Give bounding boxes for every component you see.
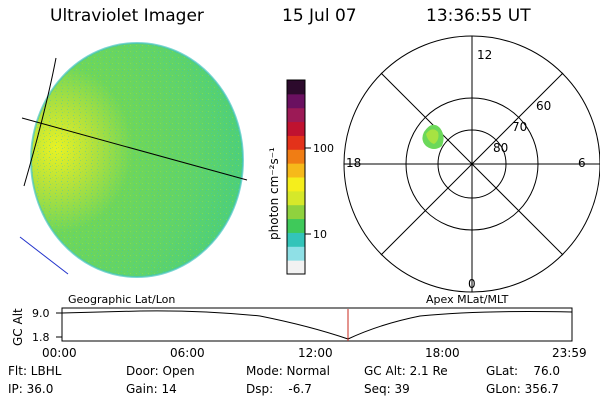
mlt-label-6: 6 xyxy=(578,156,586,170)
mlt-label-12: 12 xyxy=(477,48,492,62)
info-dsp: Dsp: -6.7 xyxy=(246,382,312,396)
timeline-xtick-12: 12:00 xyxy=(298,346,333,360)
app-title: Ultraviolet Imager xyxy=(50,6,204,26)
info-glon: GLon: 356.7 xyxy=(486,382,559,396)
info-gain: Gain: 14 xyxy=(126,382,177,396)
time-label: 13:36:55 UT xyxy=(426,6,531,26)
polar-plot xyxy=(343,35,600,293)
colorbar-tick-10: 10 xyxy=(313,228,327,241)
lat-label-70: 70 xyxy=(512,120,527,134)
colorbar-segment xyxy=(287,218,305,233)
left-panel-caption: Geographic Lat/Lon xyxy=(68,293,175,306)
colorbar-segment xyxy=(287,190,305,206)
polar-aurora-patch xyxy=(422,124,444,149)
mlt-label-0: 0 xyxy=(468,277,476,291)
colorbar-segment xyxy=(287,177,305,192)
altitude-timeline xyxy=(56,307,573,342)
colorbar-segment xyxy=(287,107,305,123)
colorbar-segment xyxy=(287,149,305,164)
timeline-ylabel: GC Alt xyxy=(11,308,25,346)
timeline-ytick-9: 9.0 xyxy=(32,307,50,320)
colorbar-label: photon cm⁻²s⁻¹ xyxy=(267,147,281,240)
date-label: 15 Jul 07 xyxy=(282,6,357,26)
info-mode: Mode: Normal xyxy=(246,364,330,378)
timeline-xtick-18: 18:00 xyxy=(425,346,460,360)
lat-label-80: 80 xyxy=(493,141,508,155)
colorbar-segment xyxy=(287,135,305,150)
colorbar-segment xyxy=(287,121,305,136)
info-door: Door: Open xyxy=(126,364,195,378)
limb-marker-line xyxy=(19,236,69,275)
colorbar-segment xyxy=(287,232,305,247)
colorbar-segment xyxy=(287,93,305,109)
colorbar-segment xyxy=(287,260,305,275)
geographic-grid-lines xyxy=(21,57,248,187)
mlt-label-18: 18 xyxy=(346,156,361,170)
lat-label-60: 60 xyxy=(536,99,551,113)
timeline-xtick-24: 23:59 xyxy=(552,346,587,360)
uv-disk-image xyxy=(30,42,244,278)
colorbar-segment xyxy=(287,204,305,220)
info-seq: Seq: 39 xyxy=(364,382,410,396)
colorbar-tick-100: 100 xyxy=(313,142,334,155)
info-gcalt: GC Alt: 2.1 Re xyxy=(364,364,448,378)
colorbar-segment xyxy=(287,163,305,178)
timeline-ytick-1: 1.8 xyxy=(32,331,50,344)
timeline-xtick-0: 00:00 xyxy=(42,346,77,360)
info-flt: Flt: LBHL xyxy=(8,364,62,378)
timeline-xtick-6: 06:00 xyxy=(170,346,205,360)
right-panel-caption: Apex MLat/MLT xyxy=(426,293,509,306)
colorbar-segment xyxy=(287,246,305,261)
info-glat: GLat: 76.0 xyxy=(486,364,561,378)
info-ip: IP: 36.0 xyxy=(8,382,54,396)
colorbar-segment xyxy=(287,80,305,95)
colorbar xyxy=(287,80,305,275)
